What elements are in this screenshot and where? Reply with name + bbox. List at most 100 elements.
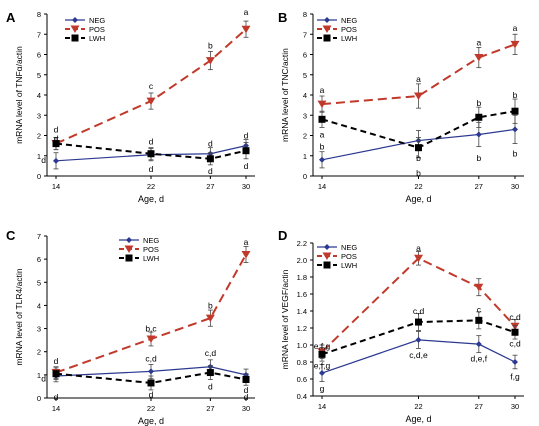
significance-label: d xyxy=(54,124,59,134)
y-tick-label: 0.8 xyxy=(297,358,307,367)
data-point xyxy=(414,254,423,263)
legend-marker xyxy=(324,244,330,250)
y-tick-label: 2 xyxy=(37,132,41,141)
significance-label: c xyxy=(149,81,154,91)
series-line xyxy=(55,28,247,145)
significance-label: a xyxy=(320,85,325,95)
legend-label: LWH xyxy=(143,254,159,263)
x-tick-label: 14 xyxy=(318,402,326,411)
x-tick-label: 30 xyxy=(242,182,250,191)
significance-label: b xyxy=(476,98,481,108)
significance-label: d xyxy=(208,139,213,149)
series-line xyxy=(321,257,516,353)
x-tick-label: 30 xyxy=(511,402,519,411)
legend-marker xyxy=(124,245,134,253)
y-tick-label: 4 xyxy=(37,301,41,310)
series-line xyxy=(321,319,516,356)
data-point xyxy=(241,251,251,259)
y-tick-label: 7 xyxy=(37,232,41,241)
significance-label: a xyxy=(416,74,421,84)
y-tick-label: 0.6 xyxy=(297,375,307,384)
x-axis-label: Age, d xyxy=(138,194,164,204)
y-tick-label: 1.8 xyxy=(297,273,307,282)
significance-label: c,d xyxy=(413,306,425,316)
significance-label: d,e,f xyxy=(471,354,488,364)
significance-label: a xyxy=(416,243,421,253)
data-point xyxy=(148,368,154,375)
significance-label: d xyxy=(244,392,249,402)
data-point xyxy=(475,131,482,138)
y-tick-label: 1 xyxy=(303,152,307,161)
x-tick-label: 14 xyxy=(318,182,326,191)
significance-label: a xyxy=(476,37,481,47)
legend-label: NEG xyxy=(341,243,357,252)
y-tick-label: 1 xyxy=(37,152,41,161)
series-LWH xyxy=(52,137,250,166)
series-line xyxy=(55,145,247,162)
significance-label: g xyxy=(320,383,325,393)
y-tick-label: 0 xyxy=(37,172,41,181)
y-tick-label: 2.0 xyxy=(297,256,307,265)
panel-letter: D xyxy=(278,228,287,243)
series-LWH xyxy=(318,98,519,159)
panel-letter: B xyxy=(278,10,287,25)
panel-letter: C xyxy=(6,228,16,243)
significance-label: c,d,e xyxy=(409,350,428,360)
legend-marker xyxy=(70,25,80,33)
significance-label: f,g xyxy=(510,371,520,381)
data-point xyxy=(242,375,250,383)
significance-label: b xyxy=(416,153,421,163)
significance-label: d xyxy=(244,131,249,141)
data-point xyxy=(414,92,423,101)
data-point xyxy=(318,350,326,358)
data-point xyxy=(319,370,325,377)
significance-label: a xyxy=(244,7,249,17)
significance-label: c,d xyxy=(509,338,521,348)
panel-A: A 0 1 2 3 4 5 6 7 8 14 22 27 30 Age, d mRNA level of TN… xyxy=(6,7,255,204)
significance-label: d xyxy=(149,164,154,174)
significance-label: b xyxy=(208,300,213,310)
significance-label: b xyxy=(513,149,518,159)
y-tick-label: 0 xyxy=(37,394,41,403)
significance-label: d xyxy=(149,137,154,147)
data-point xyxy=(512,126,518,133)
series-line xyxy=(55,142,247,160)
y-tick-label: 3 xyxy=(37,111,41,120)
data-point xyxy=(415,144,422,152)
y-tick-label: 5 xyxy=(37,278,41,287)
series-line xyxy=(321,339,516,374)
legend-label: POS xyxy=(89,25,105,34)
data-point xyxy=(474,283,484,292)
data-point xyxy=(318,115,326,123)
y-tick-label: 3 xyxy=(37,325,41,334)
significance-label: a xyxy=(244,237,249,247)
significance-label: c,d xyxy=(145,354,157,364)
data-point xyxy=(242,147,250,155)
data-point xyxy=(474,54,484,62)
series-line xyxy=(321,128,516,161)
legend-marker xyxy=(322,252,332,260)
significance-label: a xyxy=(513,23,518,33)
legend-marker xyxy=(71,34,79,42)
data-point xyxy=(147,379,155,387)
y-tick-label: 1 xyxy=(37,371,41,380)
significance-label: d xyxy=(41,373,46,383)
data-point xyxy=(475,316,483,324)
legend-marker xyxy=(323,34,331,42)
x-tick-label: 30 xyxy=(242,404,250,413)
panel-B: B 0 1 2 3 4 5 6 7 8 14 22 27 30 Age, d mRNA level of TN… xyxy=(278,10,524,204)
legend-label: POS xyxy=(341,252,357,261)
significance-label: d xyxy=(208,381,213,391)
data-point xyxy=(415,318,422,326)
series-line xyxy=(321,43,516,106)
legend-label: POS xyxy=(341,25,357,34)
series-line xyxy=(55,371,247,384)
data-point xyxy=(206,369,214,377)
y-tick-label: 7 xyxy=(37,30,41,39)
data-point xyxy=(205,314,215,323)
legend-label: LWH xyxy=(341,261,357,270)
